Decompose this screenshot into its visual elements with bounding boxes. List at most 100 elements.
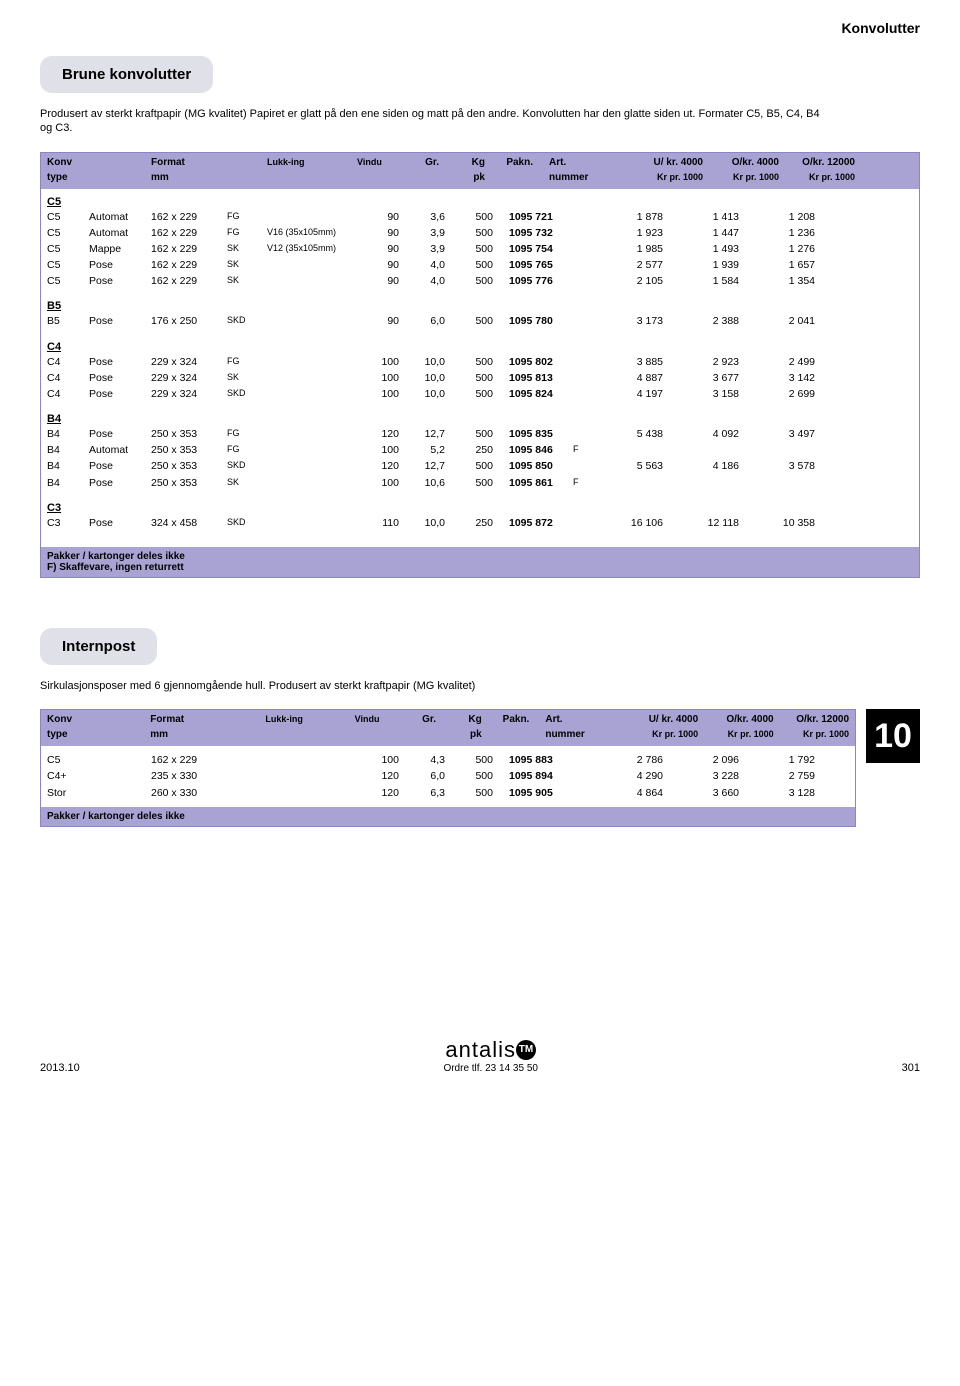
cell: [663, 443, 739, 457]
cell: 2 577: [587, 258, 663, 272]
cell: 10,6: [399, 476, 445, 490]
cell: [739, 443, 815, 457]
cell: 250 x 353: [151, 427, 227, 441]
th2-o12: O/kr. 12000: [774, 714, 849, 725]
cell: 3,6: [399, 210, 445, 224]
cell: 162 x 229: [151, 226, 227, 240]
foot-line1: Pakker / kartonger deles ikke: [47, 551, 913, 562]
cell: F: [573, 476, 587, 490]
th2-konv: Konv: [47, 714, 150, 725]
th-gr: Gr.: [397, 157, 439, 168]
cell: [89, 769, 151, 783]
cell: 3 578: [739, 459, 815, 473]
cell: 500: [445, 314, 493, 328]
cell: [267, 387, 357, 401]
cell: 500: [445, 258, 493, 272]
cell: Automat: [89, 226, 151, 240]
cell: 500: [445, 459, 493, 473]
page-header: Konvolutter: [40, 20, 920, 36]
cell: B4: [47, 443, 89, 457]
table-row: Stor260 x 3301206,35001095 9054 8643 660…: [47, 785, 849, 801]
cell: 3 142: [739, 371, 815, 385]
cell: 4 887: [587, 371, 663, 385]
cell: [573, 226, 587, 240]
cell: 100: [357, 371, 399, 385]
badge-10: 10: [866, 709, 920, 763]
table2-foot: Pakker / kartonger deles ikke: [41, 807, 855, 826]
table-foot-brune: Pakker / kartonger deles ikke F) Skaffev…: [41, 547, 919, 577]
cell: [267, 516, 357, 530]
cell: 6,3: [399, 786, 445, 800]
cell: Pose: [89, 459, 151, 473]
cell: [267, 476, 357, 490]
cell: 176 x 250: [151, 314, 227, 328]
cell: 10,0: [399, 516, 445, 530]
foot2-line1: Pakker / kartonger deles ikke: [47, 811, 849, 822]
cell: [573, 210, 587, 224]
cell: 1 878: [587, 210, 663, 224]
cell: 1095 850: [493, 459, 573, 473]
section-tab-brune: Brune konvolutter: [40, 56, 213, 93]
cell: 1 584: [663, 274, 739, 288]
cell: 4 864: [587, 786, 663, 800]
cell: 1095 883: [493, 753, 573, 767]
cell: 4 290: [587, 769, 663, 783]
cell: 1095 776: [493, 274, 573, 288]
cell: [587, 443, 663, 457]
cell: 2 923: [663, 355, 739, 369]
cell: SKD: [227, 516, 267, 530]
cell: SKD: [227, 459, 267, 473]
th2-lukk: Lukk-ing: [265, 714, 354, 724]
logo-text: antalis: [445, 1037, 516, 1062]
cell: [573, 753, 587, 767]
cell: 500: [445, 427, 493, 441]
foot-line2: F) Skaffevare, ingen returrett: [47, 562, 913, 573]
cell: 500: [445, 226, 493, 240]
cell: FG: [227, 226, 267, 240]
section-tab-internpost: Internpost: [40, 628, 157, 665]
cell: 500: [445, 387, 493, 401]
cell: SK: [227, 258, 267, 272]
th-kr2: Kr pr. 1000: [703, 172, 779, 183]
cell: 3 677: [663, 371, 739, 385]
cell: 5 438: [587, 427, 663, 441]
cell: 162 x 229: [151, 258, 227, 272]
cell: 6,0: [399, 769, 445, 783]
cell: 260 x 330: [151, 786, 227, 800]
cell: 10,0: [399, 387, 445, 401]
cell: 100: [357, 355, 399, 369]
cell: 110: [357, 516, 399, 530]
cell: 1095 824: [493, 387, 573, 401]
cell: 1095 872: [493, 516, 573, 530]
cell: Pose: [89, 476, 151, 490]
cell: 2 699: [739, 387, 815, 401]
cell: 2 759: [739, 769, 815, 783]
cell: [573, 258, 587, 272]
th-lukk: Lukk-ing: [267, 157, 357, 167]
cell: 1 447: [663, 226, 739, 240]
cell: C4+: [47, 769, 89, 783]
cell: SK: [227, 476, 267, 490]
table-row: C3Pose324 x 458SKD11010,02501095 87216 1…: [47, 515, 913, 531]
cell: 90: [357, 314, 399, 328]
table-row: B5Pose176 x 250SKD906,05001095 7803 1732…: [47, 313, 913, 329]
cell: 2 041: [739, 314, 815, 328]
cell: C4: [47, 355, 89, 369]
cell: 16 106: [587, 516, 663, 530]
cell: 162 x 229: [151, 274, 227, 288]
cell: 1095 780: [493, 314, 573, 328]
cell: [267, 210, 357, 224]
cell: [267, 274, 357, 288]
cell: 250 x 353: [151, 443, 227, 457]
section2-desc: Sirkulasjonsposer med 6 gjennomgående hu…: [40, 679, 820, 693]
cell: 229 x 324: [151, 387, 227, 401]
cell: C5: [47, 274, 89, 288]
th2-kr2: Kr pr. 1000: [698, 729, 773, 740]
table-row: C5Automat162 x 229FGV16 (35x105mm)903,95…: [47, 225, 913, 241]
cell: 3 173: [587, 314, 663, 328]
cell: B4: [47, 427, 89, 441]
table-head-row1: Konv Format Lukk-ing Vindu Gr. Kg Pakn. …: [41, 153, 919, 172]
cell: SK: [227, 371, 267, 385]
cell: V12 (35x105mm): [267, 242, 357, 256]
cell: [89, 753, 151, 767]
